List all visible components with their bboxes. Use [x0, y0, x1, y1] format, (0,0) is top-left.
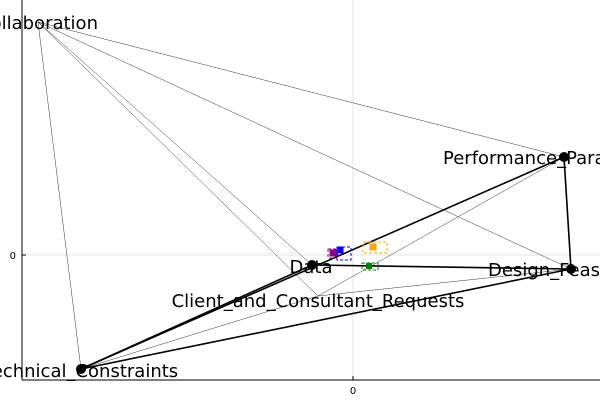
edge-collaboration-requests [37, 21, 319, 297]
edge-design-technical [80, 268, 572, 370]
node-design [566, 264, 576, 274]
edges-group [37, 21, 572, 370]
node-label-technical: Technical_Constraints [0, 361, 178, 382]
edge-data-technical [80, 264, 313, 370]
edge-design-requests [317, 268, 572, 297]
marker-green [366, 263, 372, 269]
node-label-performance: Performance_Parameters [443, 148, 600, 169]
node-label-collaboration: Collaboration [0, 13, 98, 34]
y-axis-tick-label: 0 [10, 251, 16, 262]
edge-technical-requests [80, 295, 319, 370]
edge-data-design [311, 264, 572, 270]
marker-purple [329, 249, 337, 257]
labels-group: Collaboration Performance_Parameters Data D… [0, 13, 600, 382]
edge-collaboration-data [37, 21, 313, 266]
nodes-group [76, 152, 576, 374]
node-label-design: Design_Feasibility [488, 260, 600, 281]
node-label-requests: Client_and_Consultant_Requests [172, 291, 465, 312]
x-axis-tick-label: 0 [350, 386, 356, 397]
edge-performance-design [563, 156, 572, 270]
edge-collaboration-design [37, 21, 572, 270]
node-performance [559, 152, 569, 162]
node-data [307, 260, 317, 270]
marker-blue [336, 246, 344, 254]
edge-performance-technical [80, 156, 565, 370]
edge-performance-requests [317, 156, 565, 297]
edge-collaboration-technical [37, 21, 82, 370]
center-markers-group [327, 241, 388, 271]
marker-orange [369, 243, 377, 251]
marker-purple-box [327, 248, 339, 259]
marker-orange-box [362, 241, 388, 254]
edge-collaboration-performance [37, 21, 565, 158]
node-technical [76, 364, 86, 374]
node-label-data: Data [290, 257, 333, 278]
